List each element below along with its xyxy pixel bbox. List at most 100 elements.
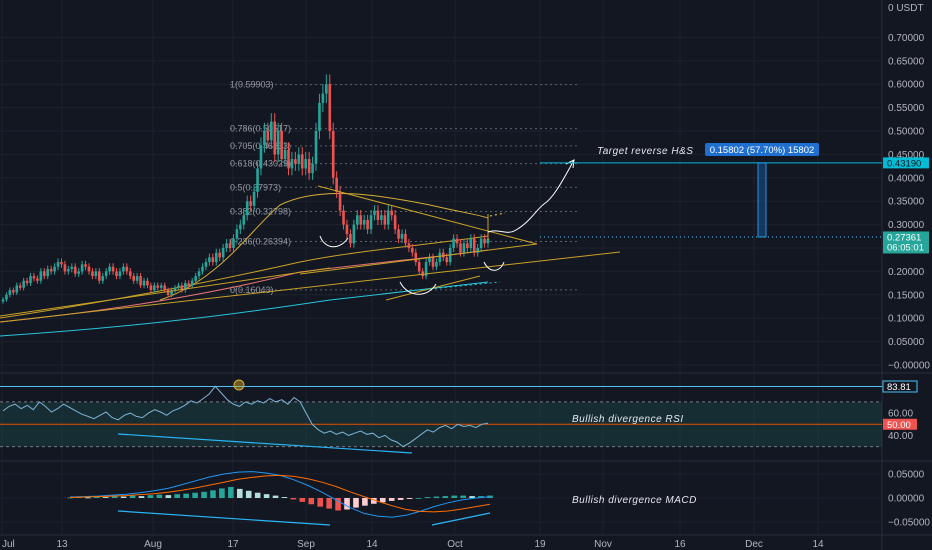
candle-body	[153, 285, 156, 291]
macd-histogram-bar	[388, 498, 395, 501]
candle-body	[273, 121, 277, 155]
candle-body	[101, 276, 105, 281]
measure-range-box	[757, 162, 767, 238]
candle-body	[159, 285, 163, 288]
price-tick-label: 0.10000	[888, 314, 925, 325]
candle-body	[67, 269, 70, 272]
rsi-level-83-value: 83.81	[887, 382, 911, 393]
macd-histogram-bar	[138, 496, 145, 498]
time-axis[interactable]: Jul 13 Aug 17 Sep 14 Oct 19 Nov 16 Dec 14	[2, 539, 824, 550]
candle-body	[94, 271, 98, 277]
candle-body	[311, 163, 314, 174]
time-tick-label: Nov	[594, 539, 612, 550]
candle-body	[87, 266, 91, 272]
macd-histogram-bar	[102, 497, 109, 498]
currency-label: 0 USDT	[888, 3, 924, 14]
candle-body	[98, 271, 101, 281]
candle-body	[218, 252, 222, 258]
candle-body	[108, 266, 111, 272]
annotation-macd-divergence: Bullish divergence MACD	[572, 495, 697, 506]
candle-body	[77, 271, 80, 274]
macd-histogram-bar	[236, 488, 243, 498]
price-tick-label: 0.20000	[888, 267, 925, 278]
fib-level-label: 0(0.16043)	[230, 285, 274, 295]
candle-body	[469, 238, 473, 248]
candle-body	[335, 177, 338, 192]
candle-body	[479, 238, 483, 248]
macd-histogram-bar	[183, 493, 189, 498]
macd-histogram-bar	[174, 494, 181, 498]
candle-body	[407, 243, 411, 248]
macd-histogram-bar	[362, 498, 368, 506]
candle-body	[400, 233, 404, 239]
candle-body	[242, 215, 246, 225]
last-price-badge: 0.27361 06:05:01	[883, 231, 929, 254]
candle-body	[29, 276, 32, 284]
candle-body	[184, 283, 187, 291]
macd-histogram-bar	[371, 498, 377, 504]
macd-histogram-bar	[254, 492, 261, 498]
fib-level-label: 0.786(0.50517)	[230, 124, 291, 134]
candle-body	[287, 149, 290, 169]
candle-body	[486, 238, 490, 244]
candle-body	[149, 285, 153, 291]
candle-body	[352, 224, 356, 244]
rsi-line	[2, 385, 489, 448]
candle-body	[297, 154, 301, 164]
candle-body	[304, 159, 307, 169]
fib-level-label: 0.5(0.37973)	[230, 182, 281, 192]
price-tick-label: 0.35000	[888, 197, 925, 208]
target-measure[interactable]: 0.15802 (57.70%) 15802 Target reverse H&…	[540, 143, 882, 238]
macd-histogram-bar	[192, 492, 198, 498]
candle-body	[314, 131, 318, 164]
candle-body	[369, 215, 373, 230]
candle-body	[15, 285, 19, 293]
support-trendline	[0, 267, 331, 317]
macd-histogram-bar	[245, 490, 252, 498]
macd-histogram-bar	[94, 496, 100, 498]
candle-body	[8, 290, 12, 295]
candle-body	[328, 84, 332, 132]
macd-tick-label: 0.00000	[888, 494, 925, 505]
candle-body	[56, 262, 60, 267]
candle-body	[60, 262, 63, 265]
candle-body	[63, 264, 67, 272]
price-axis[interactable]: 0.70000 0.65000 0.60000 0.55000 0.50000 0.450…	[888, 33, 930, 529]
candle-body	[221, 248, 225, 258]
candle-body	[424, 262, 428, 277]
candle-body	[390, 210, 393, 216]
candle-body	[39, 271, 43, 281]
candle-body	[228, 243, 232, 248]
candle-body	[290, 159, 294, 169]
macd-histogram-bar	[353, 498, 359, 508]
candle-body	[414, 252, 418, 263]
measure-badge	[705, 143, 819, 156]
candle-body	[104, 271, 108, 277]
candle-body	[259, 145, 263, 169]
time-tick-label: 17	[227, 539, 239, 550]
right-shoulder-arc	[483, 261, 505, 271]
candle-body	[318, 102, 321, 132]
candle-body	[466, 243, 469, 248]
macd-histogram-bar	[290, 498, 297, 500]
candle-body	[118, 271, 122, 277]
target-price-badge: 0.43190	[883, 157, 929, 169]
candle-body	[411, 248, 414, 253]
time-tick-label: 14	[366, 539, 378, 550]
candle-body	[386, 210, 390, 225]
time-tick-label: Dec	[745, 539, 763, 550]
candle-body	[53, 266, 56, 272]
candle-body	[266, 131, 270, 141]
projection-path	[487, 159, 575, 233]
candle-body	[197, 271, 201, 277]
candle-body	[42, 271, 46, 277]
price-tick-label: 0.45000	[888, 150, 925, 161]
trendline-drawings[interactable]	[0, 159, 621, 323]
candle-body	[49, 269, 53, 272]
price-tick-label: −0.00000	[888, 360, 930, 371]
candle-body	[91, 271, 94, 277]
macd-histogram-bar	[308, 498, 315, 505]
candle-body	[435, 262, 438, 267]
rsi-50-badge: 50.00	[883, 418, 917, 431]
